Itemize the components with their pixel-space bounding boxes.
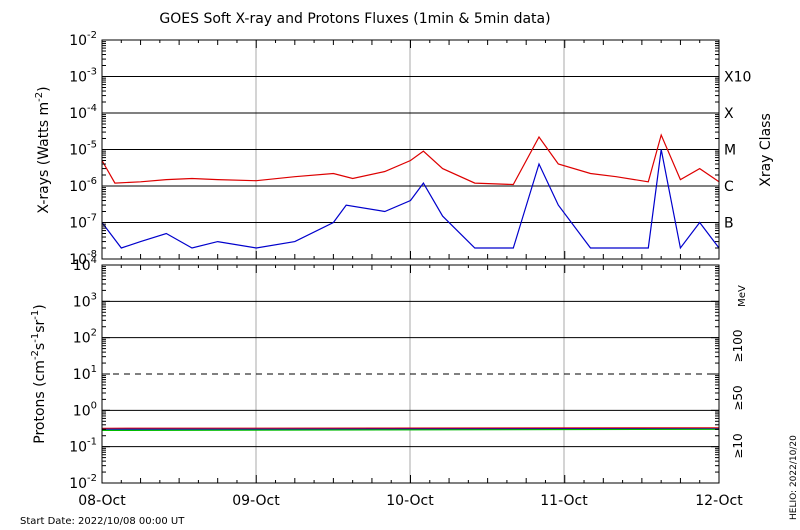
series-line-2 [101, 428, 720, 431]
proton-units-label: MeV [737, 285, 748, 307]
proton-gridlines [102, 265, 719, 483]
xray-class-label: M [724, 143, 736, 159]
helio-date-label: HELIO: 2022/10/20 [789, 435, 799, 520]
proton-channel-50: ≥50 [731, 385, 745, 410]
xray-gridlines [102, 40, 719, 259]
y-tick-label: 100 [73, 400, 97, 419]
y-tick-label: 103 [73, 291, 97, 310]
y-tick-label: 10-1 [69, 437, 97, 456]
y-tick-label: 10-2 [69, 30, 97, 49]
y-tick-label: 10-4 [69, 103, 97, 122]
y-tick-label: 10-5 [69, 140, 97, 159]
proton-channel-10: ≥10 [731, 433, 745, 458]
xray-class-label: B [724, 216, 734, 232]
xray-y-ticks: 10-8 10-7 10-6 10-5 10-4 10-3 10-2 [69, 30, 720, 268]
proton-series-group [101, 427, 720, 431]
series-line-0 [101, 133, 720, 186]
xray-class-label: C [724, 179, 734, 195]
xray-class-label: X [724, 106, 734, 122]
xray-panel: 10-8 10-7 10-6 10-5 10-4 10-3 10-2 B C M X X10 X-r… [34, 30, 774, 268]
x-tick-label: 12-Oct [695, 493, 743, 509]
y-tick-label: 10-2 [69, 473, 97, 492]
xray-class-axis-label: Xray Class [758, 113, 774, 187]
start-date-label: Start Date: 2022/10/08 00:00 UT [20, 516, 185, 527]
xray-class-label: X10 [724, 70, 751, 86]
proton-channel-100: ≥100 [731, 330, 745, 363]
xray-series-group [101, 133, 720, 250]
x-tick-label: 09-Oct [232, 493, 280, 509]
x-tick-label: 10-Oct [386, 493, 434, 509]
y-tick-label: 10-7 [69, 213, 97, 232]
proton-ylabel: Protons (cm-2s-1sr-1) [30, 304, 48, 443]
xray-ylabel: X-rays (Watts m-2) [34, 86, 52, 213]
series-line-0 [101, 427, 720, 429]
y-tick-label: 104 [73, 255, 97, 274]
y-tick-label: 102 [73, 328, 97, 347]
y-tick-label: 10-6 [69, 176, 97, 195]
proton-y-ticks: 10-2 10-1 100 101 102 103 104 [69, 255, 720, 492]
y-tick-label: 10-8 [69, 249, 97, 268]
y-tick-label: 10-3 [69, 67, 97, 86]
y-tick-label: 101 [73, 364, 97, 383]
xray-class-labels: B C M X X10 [724, 70, 751, 232]
x-tick-label: 08-Oct [78, 493, 126, 509]
chart-title: GOES Soft X-ray and Protons Fluxes (1min… [159, 11, 550, 27]
series-line-1 [101, 149, 720, 250]
x-tick-label: 11-Oct [540, 493, 588, 509]
proton-panel: 10-2 10-1 100 101 102 103 104 Protons (cm-2s-1… [30, 255, 748, 492]
